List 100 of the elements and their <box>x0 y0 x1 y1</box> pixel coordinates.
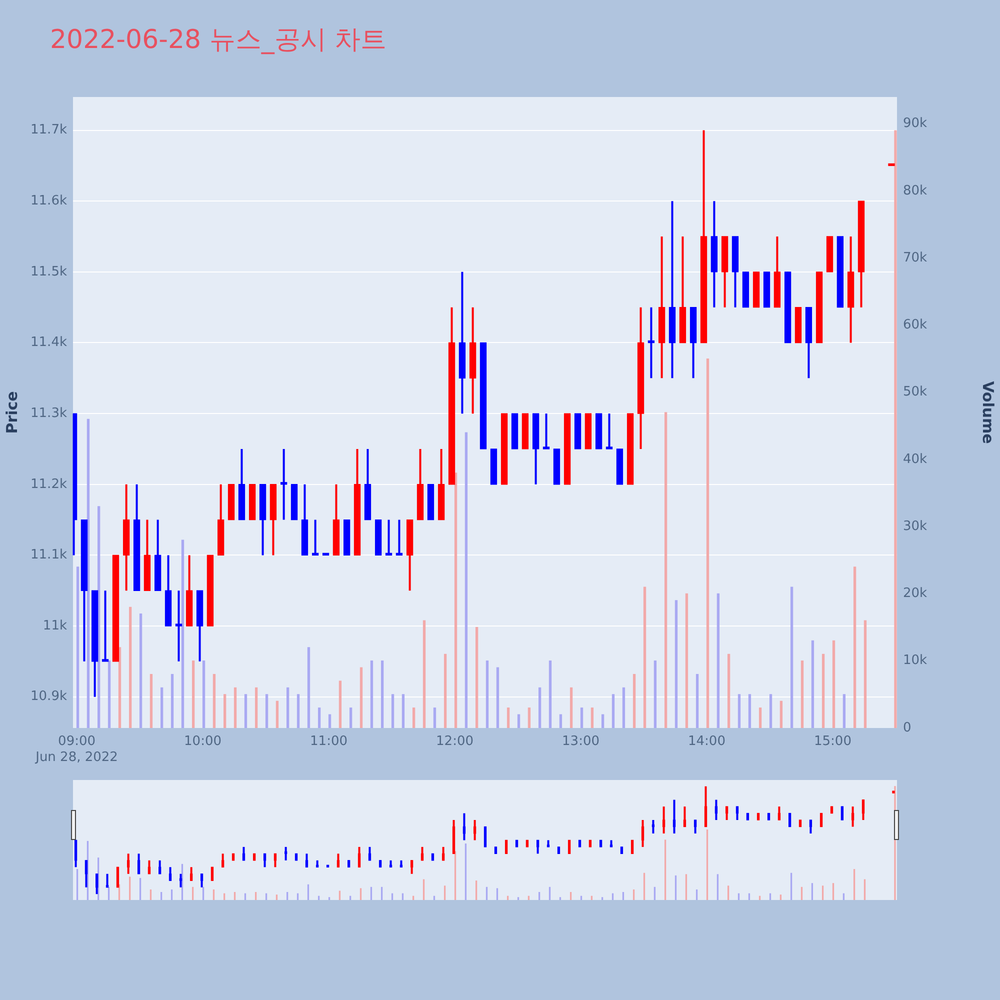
bar <box>202 660 206 728</box>
candlestick <box>794 307 802 344</box>
bar <box>181 540 184 728</box>
bar <box>286 687 290 728</box>
bar <box>422 620 426 728</box>
candlestick <box>343 519 350 556</box>
y-tick-label: 11.3k <box>30 406 68 421</box>
bar <box>811 640 814 728</box>
candlestick <box>595 413 602 450</box>
bar <box>559 714 562 728</box>
x-tick-label: 11:00 <box>310 734 348 750</box>
candlestick <box>374 519 382 556</box>
bar <box>674 600 678 728</box>
y2-tick-label: 50k <box>903 384 928 400</box>
y2-tick-label: 80k <box>903 183 928 198</box>
bar <box>328 714 332 728</box>
bar <box>790 586 794 728</box>
bar <box>538 687 542 728</box>
candlestick <box>836 236 844 308</box>
bar <box>318 708 321 728</box>
bar <box>370 660 374 728</box>
candlestick <box>248 484 256 520</box>
candlestick <box>480 342 487 450</box>
bar <box>170 674 174 728</box>
bar <box>864 620 867 728</box>
bar <box>580 708 584 728</box>
y2-tick-label: 20k <box>903 586 928 602</box>
bar <box>338 680 342 728</box>
bar <box>738 694 741 728</box>
bar <box>685 593 688 728</box>
bar <box>265 694 268 728</box>
bar <box>192 660 195 728</box>
bar <box>139 614 142 728</box>
candlestick <box>584 413 592 450</box>
bar <box>517 714 520 728</box>
bar <box>780 700 783 728</box>
y-tick-label: 11.4k <box>30 335 68 350</box>
candlestick <box>553 448 560 485</box>
bar <box>433 708 436 728</box>
bar <box>223 694 226 728</box>
x-tick-label: 10:00 <box>184 734 222 750</box>
candlestick <box>427 484 434 520</box>
x-tick-label: 09:00 Jun 28, 2022 <box>34 734 118 765</box>
bar <box>444 654 447 728</box>
bar <box>832 640 836 728</box>
bar <box>76 566 80 728</box>
candlestick <box>784 270 792 344</box>
bar <box>234 687 237 728</box>
candlestick <box>522 413 529 450</box>
y-tick-label: 11.5k <box>30 264 68 280</box>
bar <box>108 660 111 728</box>
bar <box>622 687 626 728</box>
bar <box>307 647 310 728</box>
bar <box>706 358 710 728</box>
bar <box>454 472 458 728</box>
y2-tick-label: 30k <box>903 518 928 534</box>
bar <box>276 700 279 728</box>
bar <box>118 647 122 728</box>
bar <box>601 714 604 728</box>
bar <box>727 654 730 728</box>
bar <box>475 626 478 728</box>
y2-tick-label: 0 <box>903 720 912 736</box>
bar <box>391 694 394 728</box>
candlestick <box>500 413 508 485</box>
y2-tick-label: 90k <box>903 116 928 132</box>
bar <box>664 412 668 728</box>
candlestick <box>763 270 770 308</box>
bar <box>853 566 856 728</box>
bar <box>506 708 510 728</box>
bar <box>212 674 216 728</box>
y2-tick-label: 70k <box>903 250 928 266</box>
bar <box>128 606 132 728</box>
bar <box>748 694 752 728</box>
y2-tick-label: 60k <box>903 318 928 333</box>
y-tick-label: 11.6k <box>30 193 68 208</box>
candlestick <box>206 554 214 626</box>
bar <box>643 586 646 728</box>
bar <box>654 660 657 728</box>
bar <box>590 708 594 728</box>
y-tick-label: 11.7k <box>30 122 68 138</box>
candlestick <box>616 448 624 485</box>
bar <box>822 654 825 728</box>
bar <box>842 694 846 728</box>
bar <box>150 674 153 728</box>
candlestick <box>826 236 834 272</box>
candlestick <box>228 484 235 520</box>
bar <box>160 687 164 728</box>
bar <box>528 708 531 728</box>
y-axis-title: Price <box>2 391 21 434</box>
bar <box>696 674 699 728</box>
bar <box>412 708 416 728</box>
bar <box>758 708 762 728</box>
candlestick <box>290 484 298 520</box>
y-tick-label: 11.1k <box>30 548 68 563</box>
y-tick-label: 11k <box>42 618 68 634</box>
candlestick <box>511 413 518 450</box>
candlestick <box>564 413 571 485</box>
y-tick-label: 11.2k <box>30 476 68 492</box>
bar <box>548 660 552 728</box>
candlestick <box>112 554 120 662</box>
